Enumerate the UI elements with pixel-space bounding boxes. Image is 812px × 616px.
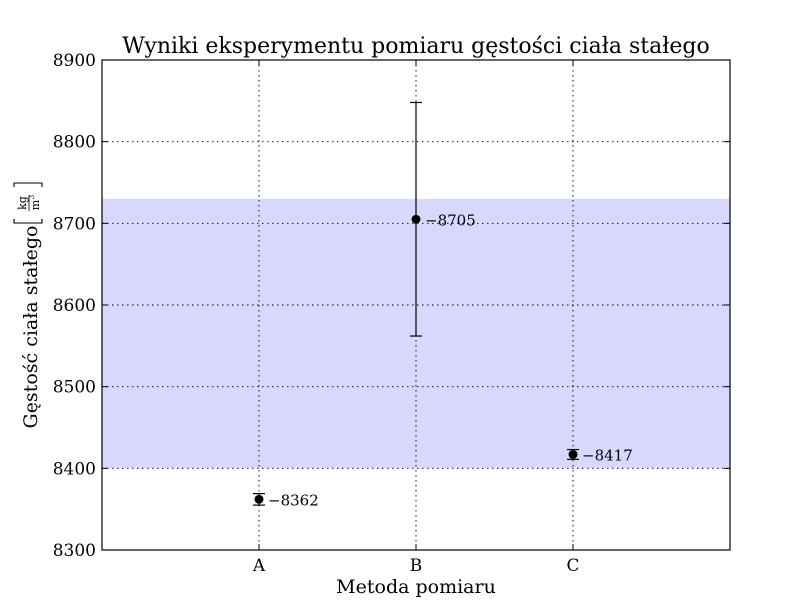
y-tick-label: 8700	[53, 214, 96, 234]
y-axis-unit: kg m 3	[13, 182, 43, 224]
unit-numerator: kg	[16, 196, 29, 210]
x-tick-label: C	[566, 556, 579, 576]
data-point	[411, 214, 421, 224]
y-axis-label: Gęstość ciała stałego kg m 3	[13, 182, 43, 429]
y-tick-label: 8600	[53, 296, 96, 316]
y-tick-label: 8500	[53, 378, 96, 398]
data-marks: −8362 −8705 −8417	[253, 101, 633, 509]
x-tick-label: B	[410, 556, 423, 576]
unit-exponent: 3	[28, 195, 36, 199]
chart-title: Wyniki eksperymentu pomiaru gęstości cia…	[122, 34, 709, 59]
data-label: −8417	[582, 446, 633, 464]
y-tick-label: 8400	[53, 459, 96, 479]
y-tick-label: 8300	[53, 541, 96, 561]
data-label: −8705	[425, 211, 476, 229]
axis-ticks: 8300 8400 8500 8600 8700 8800 8900 A B C	[53, 51, 730, 576]
unit-denominator: m	[29, 199, 42, 210]
unit-right-bracket	[13, 182, 43, 187]
x-tick-label: A	[252, 556, 266, 576]
data-point	[254, 494, 264, 504]
y-tick-label: 8800	[53, 133, 96, 153]
data-label: −8362	[268, 491, 319, 509]
y-tick-label: 8900	[53, 51, 96, 71]
y-axis-label-text: Gęstość ciała stałego	[20, 226, 42, 429]
data-point	[568, 449, 578, 459]
unit-left-bracket	[13, 219, 43, 224]
x-axis-label: Metoda pomiaru	[336, 576, 496, 598]
